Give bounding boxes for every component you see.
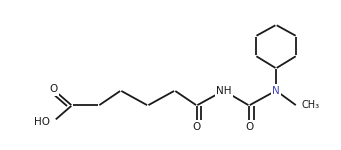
Text: NH: NH [216, 86, 232, 96]
Text: O: O [193, 122, 201, 132]
Text: O: O [245, 122, 253, 132]
Text: O: O [49, 84, 57, 94]
Text: HO: HO [34, 117, 50, 127]
Text: N: N [272, 86, 280, 96]
Text: CH₃: CH₃ [301, 100, 319, 111]
